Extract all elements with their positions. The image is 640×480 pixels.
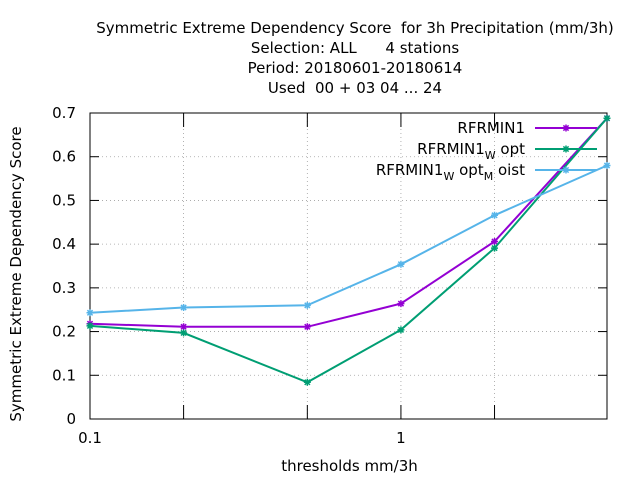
- title-line-1: Symmetric Extreme Dependency Score for 3…: [96, 19, 614, 37]
- legend-marker-2: [562, 145, 570, 153]
- legend-label-1: RFRMIN1: [457, 119, 525, 137]
- y-tick-label: 0.3: [52, 279, 76, 297]
- title-line-3: Period: 20180601-20180614: [247, 59, 463, 77]
- x-tick-label: 0.1: [78, 429, 102, 447]
- y-tick-label: 0.6: [52, 148, 76, 166]
- chart-title: Symmetric Extreme Dependency Score for 3…: [0, 18, 640, 98]
- y-tick-label: 0.1: [52, 366, 76, 384]
- data-point: [86, 322, 94, 330]
- data-point: [303, 323, 311, 331]
- y-tick-label: 0.7: [52, 104, 76, 122]
- legend-marker-1: [562, 124, 570, 132]
- data-point: [491, 211, 499, 219]
- data-point: [603, 114, 611, 122]
- legend-label-3: RFRMIN1W optM oist: [376, 161, 525, 183]
- data-point: [303, 378, 311, 386]
- data-point: [397, 326, 405, 334]
- data-point: [86, 309, 94, 317]
- y-axis-label: Symmetric Extreme Dependency Score: [7, 126, 25, 421]
- plot-frame: [89, 112, 608, 420]
- title-line-4: Used 00 + 03 04 ... 24: [267, 79, 443, 97]
- data-point: [397, 300, 405, 308]
- grid: [90, 113, 607, 419]
- title-line-2: Selection: ALL 4 stations: [250, 39, 460, 57]
- y-tick-label: 0.4: [52, 235, 76, 253]
- data-point: [180, 304, 188, 312]
- y-tick-label: 0: [66, 410, 76, 428]
- series: [86, 114, 611, 386]
- series-line-1: [89, 117, 608, 328]
- data-point: [603, 161, 611, 169]
- data-point: [491, 244, 499, 252]
- legend-label-2: RFRMIN1W opt: [417, 140, 525, 162]
- data-point: [397, 260, 405, 268]
- data-point: [180, 329, 188, 337]
- x-axis-label: thresholds mm/3h: [281, 457, 418, 475]
- x-tick-label: 1: [396, 429, 406, 447]
- y-tick-label: 0.5: [52, 191, 76, 209]
- series-line-3: [89, 164, 608, 314]
- legend-marker-3: [562, 166, 570, 174]
- data-point: [180, 323, 188, 331]
- series-line-2: [89, 117, 608, 384]
- data-point: [491, 238, 499, 246]
- y-tick-label: 0.2: [52, 323, 76, 341]
- data-point: [303, 301, 311, 309]
